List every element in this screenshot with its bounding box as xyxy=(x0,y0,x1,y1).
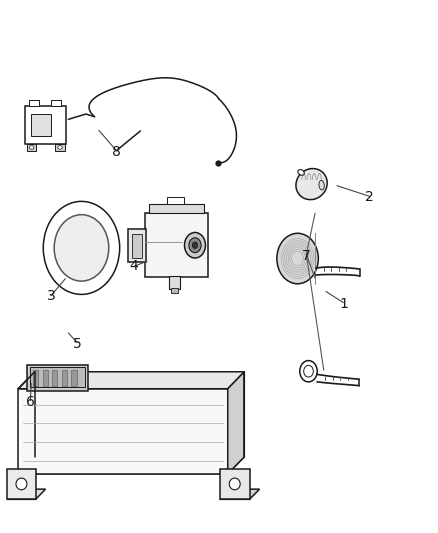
Text: 6: 6 xyxy=(26,395,35,409)
Ellipse shape xyxy=(298,169,304,175)
Ellipse shape xyxy=(43,201,120,294)
Ellipse shape xyxy=(16,478,27,490)
Polygon shape xyxy=(228,372,244,474)
Bar xyxy=(220,469,250,499)
Bar xyxy=(42,370,48,386)
Bar xyxy=(132,233,142,258)
Bar xyxy=(128,229,146,262)
Ellipse shape xyxy=(184,232,205,258)
Ellipse shape xyxy=(296,168,327,200)
Ellipse shape xyxy=(229,478,240,490)
Bar xyxy=(7,469,35,499)
Ellipse shape xyxy=(29,146,34,149)
Ellipse shape xyxy=(300,361,317,382)
Bar xyxy=(55,144,65,151)
Text: 8: 8 xyxy=(112,145,121,159)
Text: 3: 3 xyxy=(46,289,55,303)
Bar xyxy=(25,106,66,144)
Polygon shape xyxy=(18,372,244,389)
Polygon shape xyxy=(7,489,46,499)
Ellipse shape xyxy=(54,215,109,281)
Bar xyxy=(169,276,180,289)
Text: 5: 5 xyxy=(73,336,81,351)
Bar xyxy=(71,370,77,386)
Bar xyxy=(170,288,177,293)
Bar xyxy=(51,100,60,106)
Bar xyxy=(27,365,88,391)
Bar xyxy=(31,114,51,136)
Bar xyxy=(29,100,39,106)
Text: 4: 4 xyxy=(130,260,138,273)
Ellipse shape xyxy=(304,366,313,377)
Ellipse shape xyxy=(58,146,62,149)
Bar xyxy=(62,370,67,386)
Bar xyxy=(145,213,208,277)
Ellipse shape xyxy=(277,233,318,284)
Ellipse shape xyxy=(189,238,201,253)
Polygon shape xyxy=(220,489,260,499)
Bar xyxy=(33,370,38,386)
Bar xyxy=(52,370,57,386)
Text: 7: 7 xyxy=(302,249,311,263)
Bar xyxy=(27,144,36,151)
Ellipse shape xyxy=(192,242,198,248)
Ellipse shape xyxy=(319,180,324,190)
Bar xyxy=(166,197,184,204)
Bar xyxy=(149,204,204,213)
Polygon shape xyxy=(18,457,244,474)
Text: 2: 2 xyxy=(365,190,374,204)
Text: 1: 1 xyxy=(339,297,348,311)
Bar xyxy=(30,367,85,387)
Bar xyxy=(18,389,228,474)
